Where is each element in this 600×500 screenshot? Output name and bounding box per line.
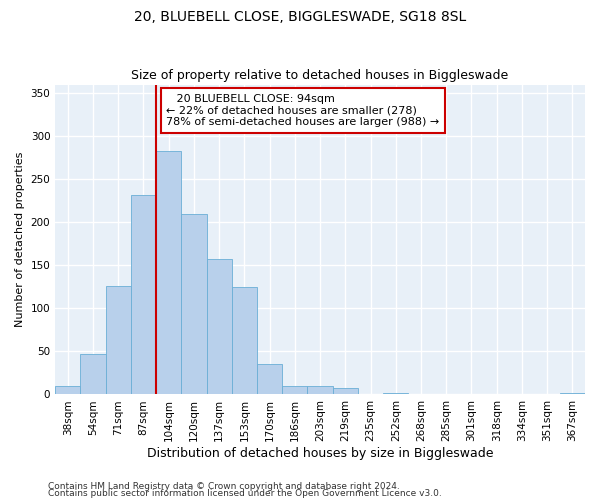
Bar — [206, 260, 232, 394]
Text: 20, BLUEBELL CLOSE, BIGGLESWADE, SG18 8SL: 20, BLUEBELL CLOSE, BIGGLESWADE, SG18 8S… — [134, 10, 466, 24]
Bar — [131, 194, 156, 394]
Bar — [181, 214, 206, 394]
Bar — [282, 386, 307, 394]
Bar — [55, 386, 80, 394]
Bar — [332, 388, 358, 394]
Text: Contains public sector information licensed under the Open Government Licence v3: Contains public sector information licen… — [48, 489, 442, 498]
Title: Size of property relative to detached houses in Biggleswade: Size of property relative to detached ho… — [131, 69, 509, 82]
Bar — [80, 354, 106, 395]
Text: 20 BLUEBELL CLOSE: 94sqm   
← 22% of detached houses are smaller (278)
78% of se: 20 BLUEBELL CLOSE: 94sqm ← 22% of detach… — [166, 94, 440, 127]
Bar — [257, 364, 282, 394]
Text: Contains HM Land Registry data © Crown copyright and database right 2024.: Contains HM Land Registry data © Crown c… — [48, 482, 400, 491]
Bar — [106, 286, 131, 395]
Bar — [307, 386, 332, 394]
Bar — [383, 392, 409, 394]
Bar — [232, 287, 257, 395]
Bar — [560, 392, 585, 394]
Bar — [156, 151, 181, 394]
Y-axis label: Number of detached properties: Number of detached properties — [15, 152, 25, 327]
X-axis label: Distribution of detached houses by size in Biggleswade: Distribution of detached houses by size … — [147, 447, 493, 460]
